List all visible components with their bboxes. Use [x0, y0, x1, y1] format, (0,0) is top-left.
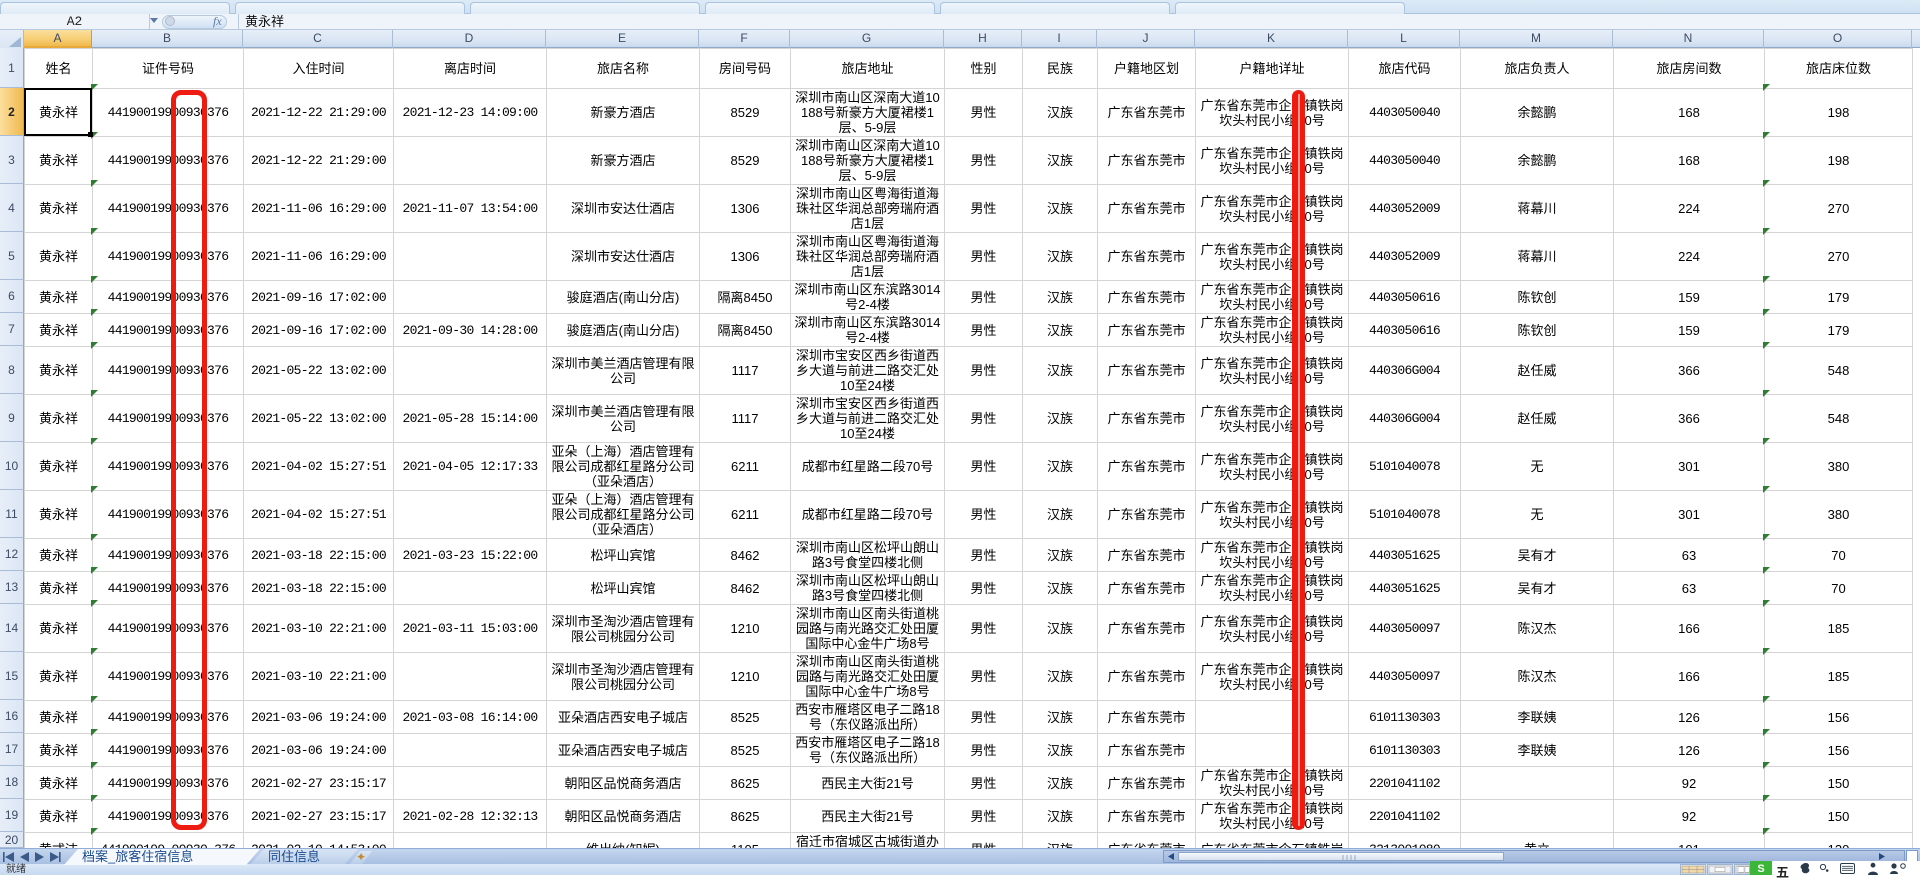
svg-text:S: S	[1757, 863, 1764, 875]
